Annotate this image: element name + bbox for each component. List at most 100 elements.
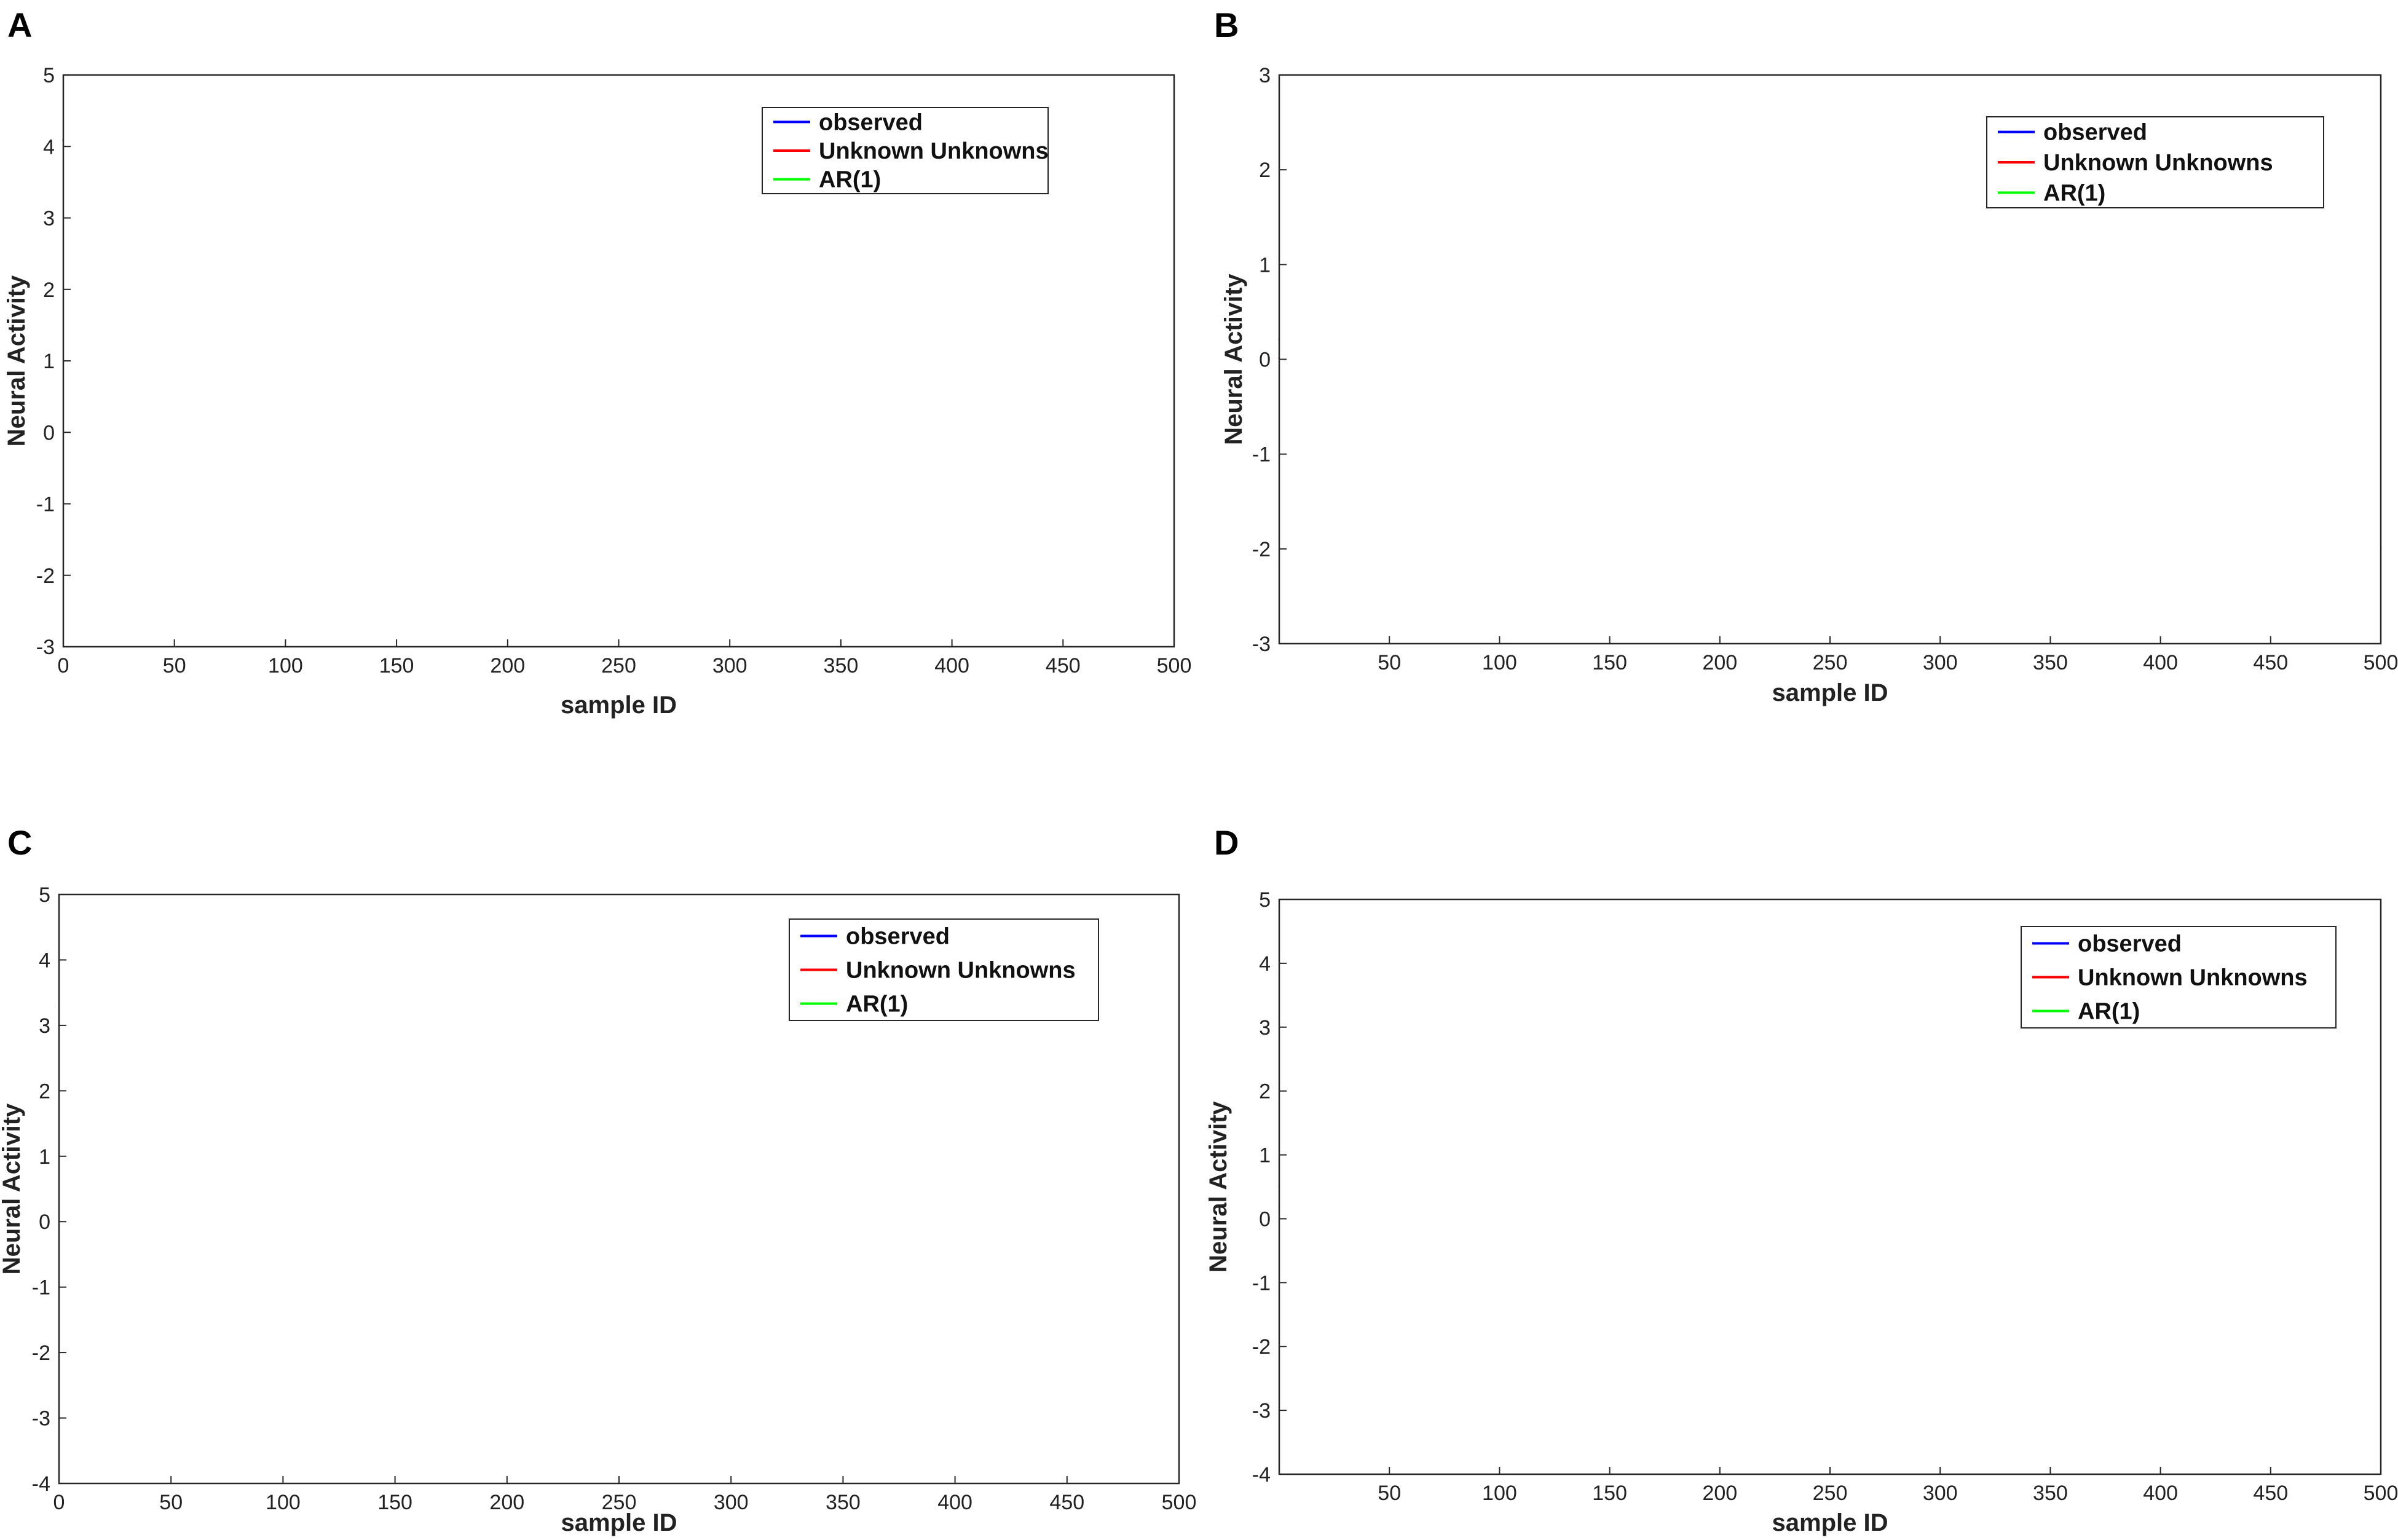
x-tick-label: 450 bbox=[1049, 1491, 1084, 1514]
y-tick-label: 2 bbox=[1259, 159, 1271, 182]
y-tick-label: 1 bbox=[1259, 1144, 1271, 1167]
y-tick-label: 1 bbox=[43, 350, 55, 373]
legend-label-unknown: Unknown Unknowns bbox=[2078, 965, 2308, 991]
legend-label-ar1: AR(1) bbox=[819, 167, 881, 193]
y-axis-label: Neural Activity bbox=[1220, 273, 1247, 444]
y-tick-label: -2 bbox=[1252, 538, 1271, 561]
panels: 0 50 100 150 200 250 300 350 400 450 500-3-2-10123… bbox=[0, 6, 2398, 1536]
x-tick-label: 500 bbox=[2364, 1482, 2398, 1505]
y-tick-label: -4 bbox=[32, 1472, 50, 1496]
x-tick-label: 100 bbox=[1482, 651, 1517, 674]
x-tick-label: 250 bbox=[1813, 651, 1848, 674]
x-tick-label: 100 bbox=[266, 1491, 301, 1514]
x-tick-label: 250 bbox=[1813, 1482, 1848, 1505]
x-tick-label: 200 bbox=[1702, 651, 1737, 674]
y-tick-label: -3 bbox=[36, 636, 55, 659]
y-tick-label: 4 bbox=[43, 135, 55, 159]
y-tick-label: 2 bbox=[39, 1080, 50, 1103]
panel-b: 50 100 150 200 250 300 350 400 450 500 -3 -2 -1 0 1 2 3 s… bbox=[1214, 6, 2398, 706]
y-tick-label: -2 bbox=[36, 564, 55, 588]
y-tick-label: -4 bbox=[1252, 1463, 1271, 1487]
y-tick-label: -3 bbox=[1252, 633, 1271, 656]
y-tick-label: 0 bbox=[43, 421, 55, 444]
x-tick-label: 400 bbox=[934, 654, 969, 677]
x-tick-label: 50 bbox=[163, 654, 186, 677]
y-tick-label: -1 bbox=[1252, 443, 1271, 467]
x-axis-label: sample ID bbox=[561, 692, 677, 719]
x-tick-label: 50 bbox=[1378, 1482, 1401, 1505]
y-tick-label: 2 bbox=[43, 278, 55, 302]
x-tick-label: 300 bbox=[714, 1491, 749, 1514]
legend-label-ar1: AR(1) bbox=[2078, 999, 2140, 1025]
x-tick-label: 150 bbox=[379, 654, 414, 677]
y-tick-label: -2 bbox=[32, 1341, 50, 1365]
legend-label-ar1: AR(1) bbox=[2043, 180, 2105, 206]
legend-label-unknown: Unknown Unknowns bbox=[819, 138, 1049, 164]
y-tick-label: 5 bbox=[39, 883, 50, 907]
x-tick-label: 500 bbox=[1162, 1491, 1197, 1514]
legend-label-observed: observed bbox=[2078, 931, 2182, 957]
panel-c: 0 50 100 150 200 250 300 350 400 450 500 -4 -3 -2 -1 0 1… bbox=[0, 823, 1196, 1536]
x-tick-label: 250 bbox=[601, 654, 636, 677]
y-tick-label: 1 bbox=[39, 1145, 50, 1169]
legend-label-observed: observed bbox=[846, 924, 950, 950]
x-tick-label: 300 bbox=[1923, 651, 1958, 674]
y-tick-label: 3 bbox=[1259, 1016, 1271, 1040]
x-tick-label: 450 bbox=[2253, 1482, 2288, 1505]
x-axis-label: sample ID bbox=[1772, 1509, 1888, 1536]
x-tick-label: 200 bbox=[489, 1491, 524, 1514]
x-tick-label: 450 bbox=[1046, 654, 1081, 677]
panel-letter: B bbox=[1214, 6, 1239, 44]
y-tick-label: -3 bbox=[32, 1407, 50, 1431]
x-axis-label: sample ID bbox=[561, 1509, 677, 1536]
y-tick-label: -1 bbox=[1252, 1271, 1271, 1295]
x-tick-label: 500 bbox=[1157, 654, 1192, 677]
x-tick-label: 150 bbox=[1592, 651, 1627, 674]
x-tick-label: 400 bbox=[2143, 651, 2178, 674]
x-tick-label: 300 bbox=[712, 654, 747, 677]
x-tick-label: 100 bbox=[268, 654, 303, 677]
y-axis-label: Neural Activity bbox=[1205, 1100, 1232, 1272]
x-tick-label: 150 bbox=[1592, 1482, 1627, 1505]
legend-label-unknown: Unknown Unknowns bbox=[2043, 150, 2273, 176]
legend: observed Unknown Unknowns AR(1) bbox=[789, 918, 1099, 1021]
x-tick-label: 250 bbox=[602, 1491, 637, 1514]
y-tick-label: -1 bbox=[36, 493, 55, 516]
y-tick-label: 5 bbox=[43, 64, 55, 87]
y-tick-label: -3 bbox=[1252, 1399, 1271, 1423]
panel-letter: C bbox=[7, 823, 32, 862]
y-tick-label: 3 bbox=[1259, 64, 1271, 87]
legend: observed Unknown Unknowns AR(1) bbox=[2021, 926, 2337, 1029]
legend-box bbox=[1986, 116, 2324, 208]
x-tick-label: 350 bbox=[2033, 651, 2068, 674]
y-tick-label: 0 bbox=[1259, 349, 1271, 372]
x-tick-label: 350 bbox=[2033, 1482, 2068, 1505]
x-axis-label: sample ID bbox=[1772, 679, 1888, 706]
legend-box bbox=[789, 918, 1099, 1021]
x-tick-label: 0 bbox=[58, 654, 69, 677]
y-tick-label: 2 bbox=[1259, 1080, 1271, 1104]
y-axis-label: Neural Activity bbox=[0, 1103, 25, 1274]
x-tick-label: 200 bbox=[1702, 1482, 1737, 1505]
legend-label-ar1: AR(1) bbox=[846, 992, 908, 1017]
legend: observed Unknown Unknowns AR(1) bbox=[1986, 116, 2324, 208]
panel-letter: A bbox=[7, 6, 32, 44]
legend-label-observed: observed bbox=[2043, 120, 2147, 146]
x-tick-label: 50 bbox=[1378, 651, 1401, 674]
y-tick-label: -2 bbox=[1252, 1335, 1271, 1359]
panel-a: 0 50 100 150 200 250 300 350 400 450 500 -3 -2 -1 0 1 2 3… bbox=[3, 6, 1191, 719]
legend-label-unknown: Unknown Unknowns bbox=[846, 958, 1076, 984]
x-tick-label: 50 bbox=[159, 1491, 183, 1514]
y-tick-label: 0 bbox=[39, 1210, 50, 1234]
legend: observed Unknown Unknowns AR(1) bbox=[762, 107, 1049, 194]
x-tick-label: 0 bbox=[53, 1491, 65, 1514]
x-tick-label: 350 bbox=[826, 1491, 861, 1514]
x-tick-label: 400 bbox=[937, 1491, 972, 1514]
panel-letter: D bbox=[1214, 823, 1239, 862]
x-tick-label: 150 bbox=[377, 1491, 412, 1514]
x-tick-label: 400 bbox=[2143, 1482, 2178, 1505]
y-tick-label: -1 bbox=[32, 1276, 50, 1300]
legend-label-observed: observed bbox=[819, 109, 923, 135]
x-tick-label: 500 bbox=[2364, 651, 2398, 674]
